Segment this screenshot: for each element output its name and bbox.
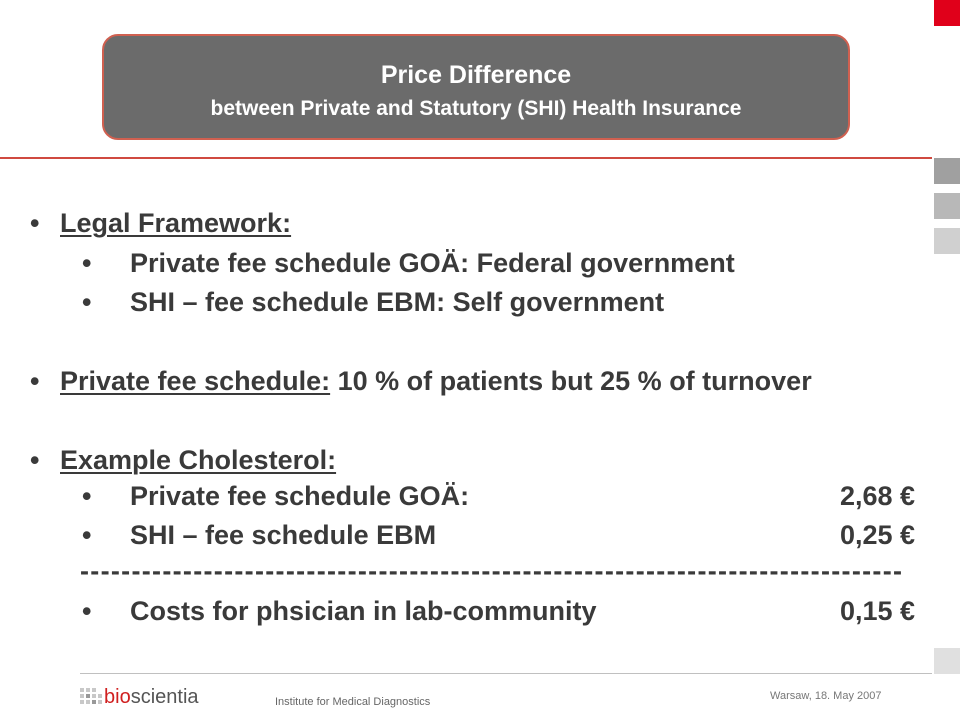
date-label: Warsaw, 18. May 2007 xyxy=(770,690,882,702)
legal-item-text: SHI – fee schedule EBM: Self government xyxy=(130,287,665,317)
example-item-label: SHI – fee schedule EBM xyxy=(130,520,437,550)
legal-item-text: Private fee schedule GOÄ: Federal govern… xyxy=(130,248,735,278)
institute-label: Institute for Medical Diagnostics xyxy=(275,696,431,708)
bullet: • xyxy=(82,248,92,278)
example-item-amount: 0,25 € xyxy=(840,520,916,550)
example-heading: Example Cholesterol: xyxy=(60,445,337,475)
bullet: • xyxy=(82,596,92,626)
bullet: • xyxy=(82,287,92,317)
side-square-3 xyxy=(934,228,960,254)
bullet: • xyxy=(30,208,40,238)
side-square-4 xyxy=(934,648,960,674)
bullet: • xyxy=(30,366,40,396)
private-heading: Private fee schedule: xyxy=(60,366,331,396)
slide-title: Price Difference xyxy=(380,61,572,89)
corner-accent xyxy=(934,0,960,26)
header-divider xyxy=(0,157,932,159)
example-item-label: Private fee schedule GOÄ: xyxy=(130,481,470,511)
cost-item-amount: 0,15 € xyxy=(840,596,916,626)
bullet: • xyxy=(30,445,40,475)
bullet: • xyxy=(82,481,92,511)
logo-text: bioscientia xyxy=(104,686,199,708)
example-item-amount: 2,68 € xyxy=(840,481,916,511)
logo-grid-icon xyxy=(80,688,102,708)
side-square-1 xyxy=(934,158,960,184)
separator-dashes: ----------------------------------------… xyxy=(80,556,904,586)
private-text: 10 % of patients but 25 % of turnover xyxy=(330,366,812,396)
cost-item-label: Costs for phsician in lab-community xyxy=(130,596,597,626)
slide-subtitle: between Private and Statutory (SHI) Heal… xyxy=(210,97,742,120)
side-square-2 xyxy=(934,193,960,219)
bullet: • xyxy=(82,520,92,550)
footer-divider xyxy=(80,673,932,674)
legal-heading: Legal Framework: xyxy=(60,208,292,238)
title-box: Price Difference between Private and Sta… xyxy=(102,34,850,140)
